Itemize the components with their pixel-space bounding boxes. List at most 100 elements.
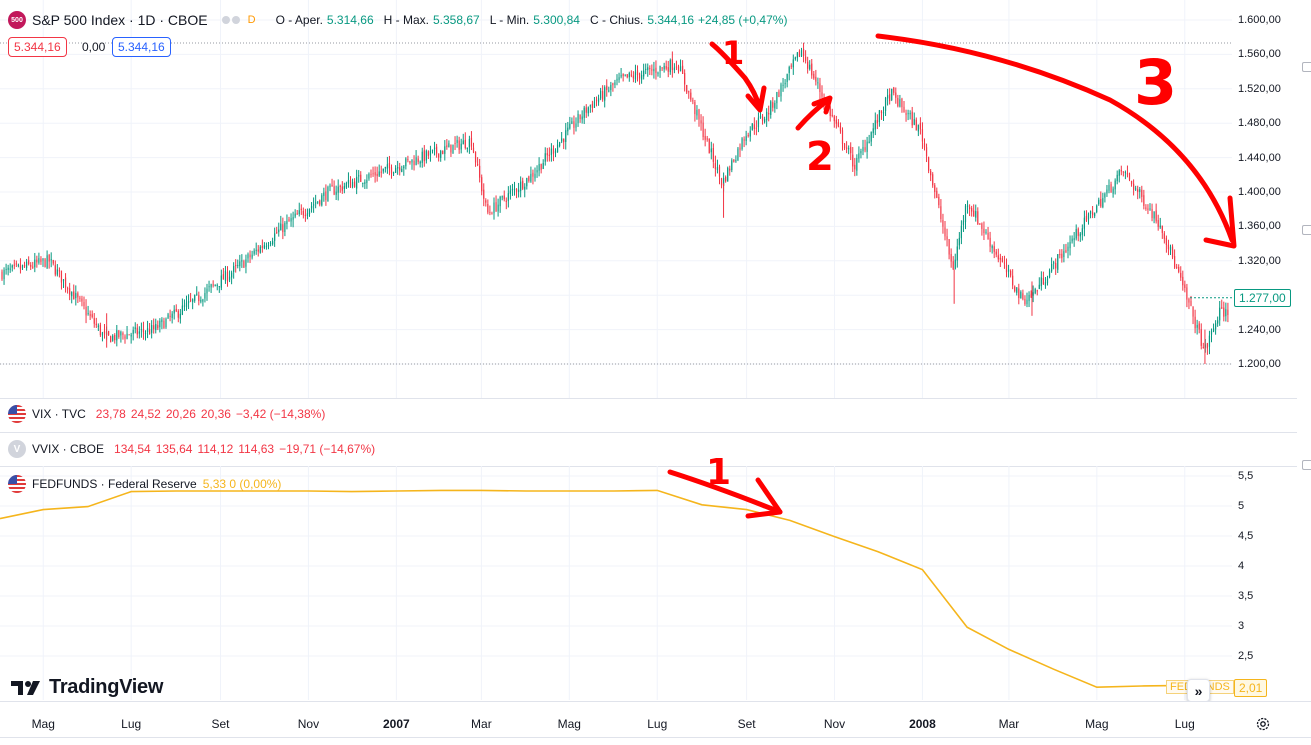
candle-body bbox=[1081, 228, 1083, 235]
candle-body bbox=[673, 67, 675, 71]
candle-body bbox=[97, 325, 99, 327]
candle-body bbox=[487, 203, 489, 213]
time-axis[interactable]: Mag Lug Set Nov 2007 Mar Mag Lug Set Nov 2008 Mar Ma… bbox=[0, 701, 1311, 745]
candle-body bbox=[583, 107, 585, 118]
candle-body bbox=[380, 171, 382, 173]
candle-body bbox=[989, 237, 991, 247]
candle-body bbox=[729, 168, 731, 171]
vix-high: 24,52 bbox=[130, 407, 161, 421]
price-chart-pane[interactable] bbox=[0, 0, 1232, 398]
candle-body bbox=[290, 218, 292, 222]
candle-body bbox=[1083, 217, 1085, 229]
symbol-title[interactable]: S&P 500 Index · 1D · CBOE bbox=[32, 12, 208, 28]
candle-body bbox=[286, 220, 288, 225]
candle-body bbox=[544, 153, 546, 162]
candle-body bbox=[993, 246, 995, 252]
time-axis-label: Lug bbox=[1174, 717, 1195, 731]
candle-body bbox=[28, 260, 30, 265]
candle-body bbox=[739, 147, 741, 150]
candle-body bbox=[468, 138, 470, 148]
buy-price-box[interactable]: 5.344,16 bbox=[112, 37, 171, 57]
candle-body bbox=[1055, 262, 1057, 269]
fedfunds-legend[interactable]: FEDFUNDS · Federal Reserve 5,33 0 (0,00%… bbox=[8, 475, 281, 493]
candle-body bbox=[520, 181, 522, 192]
vix-title[interactable]: VIX · TVC bbox=[32, 407, 86, 421]
candle-body bbox=[392, 172, 395, 174]
vix-legend[interactable]: VIX · TVC 23,78 24,52 20,26 20,36 −3,42 … bbox=[8, 405, 325, 423]
candle-body bbox=[126, 333, 128, 339]
candle-body bbox=[108, 331, 110, 335]
scroll-to-realtime-button[interactable]: » bbox=[1187, 679, 1210, 702]
vix-change: −3,42 (−14,38%) bbox=[235, 407, 326, 421]
candle-body bbox=[431, 149, 434, 151]
right-panel-handle[interactable] bbox=[1302, 225, 1311, 235]
candle-body bbox=[52, 259, 54, 264]
candle-body bbox=[511, 188, 514, 191]
right-panel-handle[interactable] bbox=[1302, 62, 1311, 72]
fedfunds-scale[interactable]: 5,5 5 4,5 4 3,5 3 2,5 bbox=[1232, 466, 1297, 700]
candle-body bbox=[958, 237, 960, 246]
candle-body bbox=[731, 160, 733, 171]
candle-body bbox=[204, 293, 206, 299]
candle-body bbox=[153, 325, 155, 330]
candle-body bbox=[1051, 264, 1053, 272]
high-value: 5.358,67 bbox=[432, 13, 480, 27]
candle-body bbox=[138, 331, 140, 334]
candle-body bbox=[700, 120, 702, 124]
sell-price-box[interactable]: 5.344,16 bbox=[8, 37, 67, 57]
candle-body bbox=[1005, 264, 1008, 273]
vvix-values: 134,54 135,64 114,12 114,63 −19,71 (−14,… bbox=[114, 442, 375, 456]
candle-body bbox=[347, 180, 350, 184]
candle-body bbox=[1139, 189, 1141, 192]
candle-body bbox=[32, 266, 34, 268]
candle-body bbox=[495, 202, 497, 211]
vvix-open: 134,54 bbox=[114, 442, 151, 456]
last-price-label: 1.277,00 bbox=[1234, 288, 1291, 307]
candle-body bbox=[440, 151, 442, 158]
time-axis-label: Mar bbox=[998, 717, 1020, 731]
right-panel-handle[interactable] bbox=[1302, 460, 1311, 470]
vvix-title[interactable]: VVIX · CBOE bbox=[32, 442, 105, 456]
candle-body bbox=[1087, 213, 1090, 220]
candle-body bbox=[696, 109, 698, 116]
price-scale[interactable]: 1.600,00 1.560,00 1.520,00 1.480,00 1.440,00… bbox=[1232, 0, 1297, 398]
candle-body bbox=[69, 288, 71, 295]
candle-body bbox=[454, 143, 456, 145]
candle-body bbox=[425, 150, 427, 161]
candle-body bbox=[1223, 307, 1225, 317]
candle-body bbox=[923, 143, 926, 148]
candle-body bbox=[77, 293, 79, 298]
fedfunds-title[interactable]: FEDFUNDS · Federal Reserve bbox=[32, 477, 197, 491]
tradingview-logo[interactable]: TradingView bbox=[11, 676, 163, 699]
candle-body bbox=[42, 258, 44, 261]
sp500-symbol-icon[interactable]: 500 bbox=[8, 11, 26, 29]
candle-body bbox=[848, 148, 850, 150]
candle-body bbox=[374, 172, 376, 176]
candle-body bbox=[542, 163, 544, 169]
candle-body bbox=[538, 164, 540, 171]
candle-body bbox=[479, 165, 481, 178]
candle-body bbox=[735, 159, 737, 162]
price-chart-canvas[interactable] bbox=[0, 0, 1232, 398]
candle-body bbox=[837, 122, 839, 127]
fedfunds-tick-label: 3 bbox=[1238, 620, 1245, 632]
fedfunds-chart-canvas[interactable] bbox=[0, 466, 1232, 700]
candle-body bbox=[310, 205, 313, 209]
candle-body bbox=[173, 309, 175, 314]
candle-body bbox=[684, 73, 686, 85]
vvix-legend[interactable]: V VVIX · CBOE 134,54 135,64 114,12 114,6… bbox=[8, 440, 375, 458]
candle-body bbox=[54, 265, 56, 275]
vvix-close: 114,63 bbox=[238, 442, 275, 456]
pane-divider bbox=[0, 432, 1311, 433]
interval-badge[interactable]: D bbox=[247, 14, 256, 26]
candle-body bbox=[977, 211, 979, 225]
fedfunds-pane[interactable] bbox=[0, 466, 1232, 700]
candle-body bbox=[50, 259, 52, 261]
candle-body bbox=[403, 166, 405, 169]
candle-body bbox=[1192, 307, 1194, 317]
candle-body bbox=[745, 136, 747, 141]
settings-gear-icon[interactable] bbox=[1255, 716, 1271, 732]
candle-body bbox=[421, 151, 423, 163]
candle-body bbox=[384, 167, 386, 169]
candle-body bbox=[1104, 193, 1106, 198]
